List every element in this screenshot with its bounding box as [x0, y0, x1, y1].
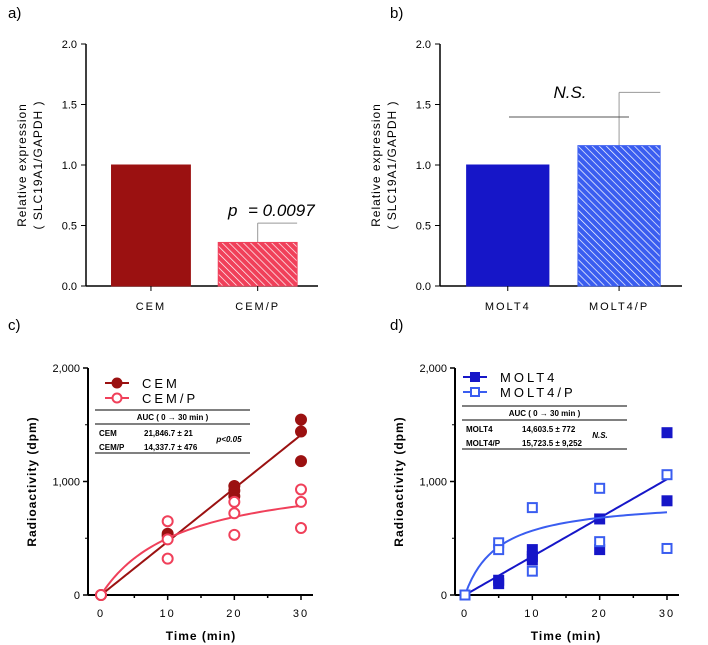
y-tick-label: 0.5 [416, 221, 431, 233]
y-tick-label: 2,000 [419, 363, 447, 375]
data-point [228, 528, 241, 541]
y-tick-label: 2.0 [62, 39, 77, 51]
y-axis-label-2: ( SLC19A1/GAPDH ) [31, 100, 45, 229]
y-tick-label: 0.5 [62, 221, 77, 233]
legend-marker [470, 372, 480, 382]
bar-cem [111, 164, 191, 287]
data-point [95, 589, 107, 601]
data-point [526, 502, 538, 514]
x-tick-label: MOLT4/P [589, 301, 649, 313]
y-axis-label: Radioactivity (dpm) [392, 416, 406, 546]
fit-curve-cem [100, 434, 302, 596]
y-tick-label: 0 [74, 590, 80, 602]
x-tick-label: 20 [592, 608, 608, 620]
x-tick-label: CEM [136, 301, 166, 313]
y-axis-label-2: ( SLC19A1/GAPDH ) [385, 100, 399, 229]
x-tick-label: CEM/P [235, 301, 280, 313]
y-tick-label: 0.0 [62, 281, 77, 293]
y-tick-label: 1,000 [419, 477, 447, 489]
y-tick-label: 2,000 [52, 363, 80, 375]
data-point [161, 515, 174, 528]
data-point [295, 495, 307, 508]
data-point [459, 589, 471, 601]
y-tick-label: 1.0 [62, 160, 77, 172]
data-point [493, 544, 505, 556]
y-tick-label: 0.0 [416, 281, 431, 293]
data-point [295, 455, 307, 468]
y-axis-label: Relative expression [15, 103, 29, 227]
x-tick-label: 30 [293, 608, 309, 620]
legend-marker [470, 387, 480, 397]
x-tick-label: 10 [160, 608, 176, 620]
y-axis-label: Radioactivity (dpm) [25, 416, 39, 546]
legend-marker [111, 392, 123, 404]
x-axis-label: Time (min) [531, 629, 601, 643]
data-point [295, 425, 307, 438]
legend-label: CEM/P [142, 391, 198, 406]
table-row-label: CEM/P [99, 443, 125, 452]
data-point [661, 427, 673, 439]
y-tick-label: 1.5 [416, 100, 431, 112]
data-point [295, 522, 307, 535]
legend-marker [111, 377, 123, 389]
panel-label: a) [8, 5, 21, 22]
table-row-label: CEM [99, 429, 117, 438]
y-tick-label: 2.0 [416, 39, 431, 51]
legend-label: MOLT4 [500, 370, 557, 385]
data-point [594, 536, 606, 548]
table-row-label: MOLT4/P [466, 439, 501, 448]
p-value-annotation: = 0.0097 [248, 201, 315, 220]
y-axis-label: Relative expression [369, 103, 383, 227]
data-point [295, 483, 307, 496]
table-stat: p<0.05 [215, 435, 242, 444]
y-tick-label: 0 [441, 590, 447, 602]
data-point [493, 578, 505, 590]
x-tick-label: 0 [97, 608, 105, 620]
data-point [526, 554, 538, 566]
x-axis-label: Time (min) [166, 629, 236, 643]
data-point [661, 469, 673, 481]
x-tick-label: 0 [461, 608, 469, 620]
legend-label: CEM [142, 376, 180, 391]
data-point [594, 482, 606, 494]
bar-molt4-p [577, 145, 661, 287]
table-row-value: 14,337.7 ± 476 [144, 443, 198, 452]
x-tick-label: 20 [226, 608, 242, 620]
x-tick-label: 10 [524, 608, 540, 620]
data-point [161, 533, 174, 546]
fit-curve-cem-p [100, 504, 302, 596]
bar-molt4 [466, 164, 550, 287]
panel-label: b) [390, 5, 403, 22]
panel-label: d) [390, 317, 403, 334]
table-header: AUC ( 0 → 30 min ) [137, 413, 209, 422]
x-tick-label: MOLT4 [485, 301, 531, 313]
table-row-value: 14,603.5 ± 772 [522, 425, 576, 434]
bar-cem-p [217, 241, 298, 287]
table-row-label: MOLT4 [466, 425, 493, 434]
panel-label: c) [8, 317, 21, 334]
table-row-value: 21,846.7 ± 21 [144, 429, 193, 438]
data-point [526, 565, 538, 577]
data-point [228, 495, 241, 508]
y-tick-label: 1,000 [52, 477, 80, 489]
data-point [661, 542, 673, 554]
data-point [661, 495, 673, 507]
table-row-value: 15,723.5 ± 9,252 [522, 439, 583, 448]
y-tick-label: 1.5 [62, 100, 77, 112]
legend-label: MOLT4/P [500, 385, 576, 400]
data-point [228, 507, 241, 520]
y-tick-label: 1.0 [416, 160, 431, 172]
ns-annotation: N.S. [553, 83, 586, 102]
table-header: AUC ( 0 → 30 min ) [509, 409, 581, 418]
table-stat: N.S. [592, 431, 608, 440]
data-point [295, 413, 307, 426]
p-symbol: p [227, 201, 237, 220]
x-tick-label: 30 [659, 608, 675, 620]
data-point [161, 552, 174, 565]
